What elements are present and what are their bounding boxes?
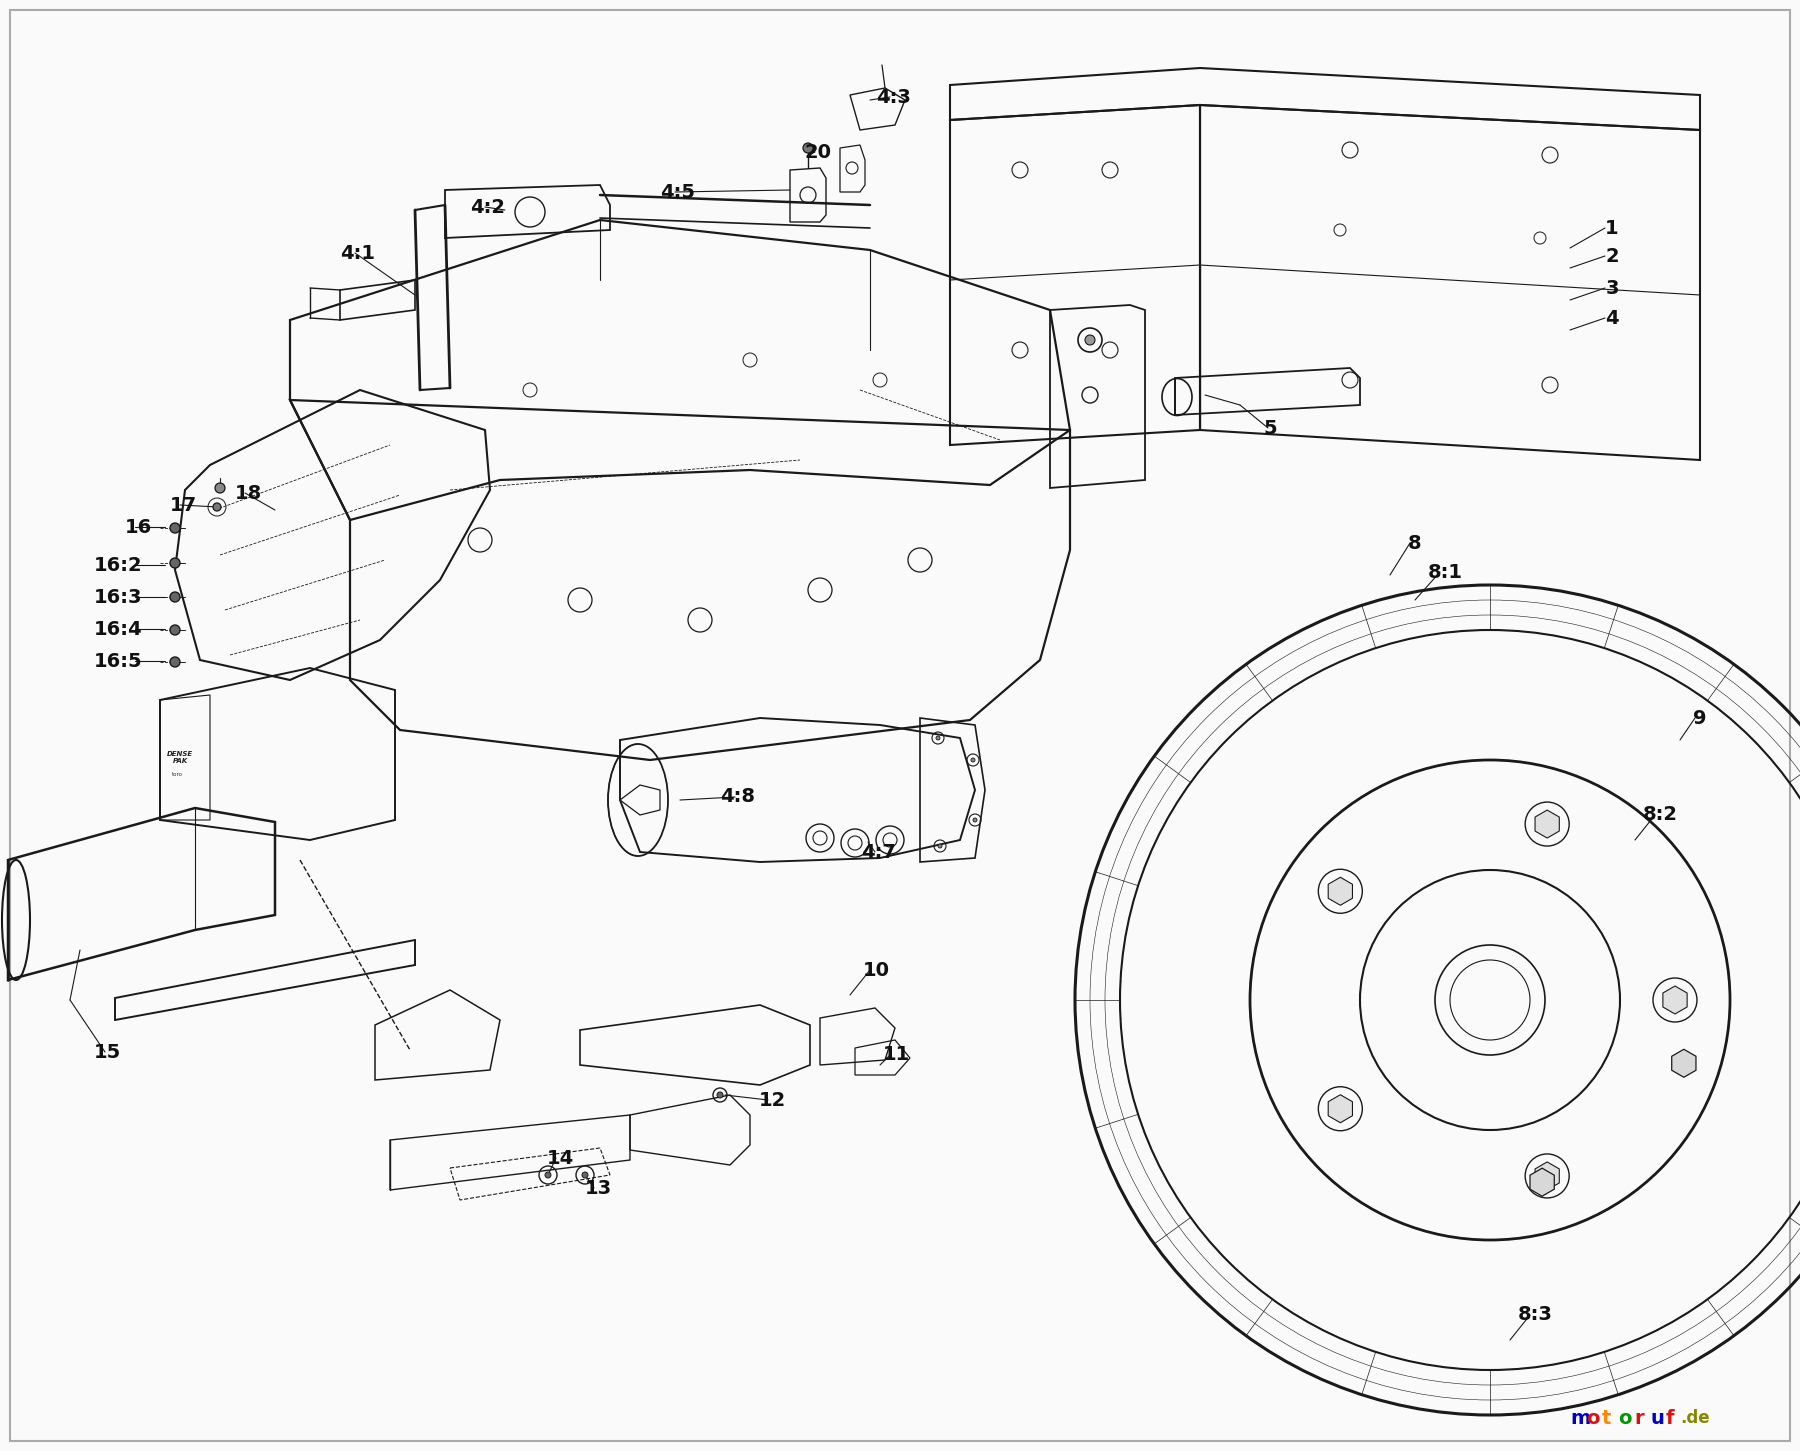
Polygon shape: [1663, 987, 1687, 1014]
Text: 3: 3: [1606, 279, 1618, 297]
Text: 8:3: 8:3: [1517, 1306, 1552, 1325]
Circle shape: [716, 1093, 724, 1098]
Text: 16:3: 16:3: [94, 588, 142, 607]
Text: 4: 4: [1606, 309, 1618, 328]
Polygon shape: [1530, 1168, 1553, 1196]
Circle shape: [938, 844, 941, 847]
Circle shape: [214, 483, 225, 493]
Polygon shape: [1535, 1162, 1559, 1190]
Circle shape: [169, 657, 180, 667]
Text: .de: .de: [1679, 1409, 1710, 1426]
Circle shape: [212, 503, 221, 511]
Polygon shape: [1328, 1094, 1352, 1123]
Text: o: o: [1618, 1409, 1631, 1428]
Text: DENSE
PAK: DENSE PAK: [167, 750, 193, 763]
Text: 17: 17: [169, 495, 196, 515]
Polygon shape: [1672, 1049, 1696, 1077]
Circle shape: [169, 559, 180, 567]
Text: m: m: [1570, 1409, 1589, 1428]
Circle shape: [1085, 335, 1094, 345]
Circle shape: [169, 592, 180, 602]
Text: 16:2: 16:2: [94, 556, 142, 575]
Text: 5: 5: [1264, 418, 1276, 438]
Text: 2: 2: [1606, 247, 1618, 266]
Text: 4:3: 4:3: [875, 87, 911, 106]
Text: 4:5: 4:5: [661, 183, 695, 202]
Text: 8:1: 8:1: [1427, 563, 1462, 582]
Text: 10: 10: [862, 961, 889, 979]
Circle shape: [169, 522, 180, 533]
Text: t: t: [1602, 1409, 1611, 1428]
Text: o: o: [1586, 1409, 1600, 1428]
Text: toro: toro: [171, 772, 182, 778]
Circle shape: [581, 1172, 589, 1178]
Text: 14: 14: [547, 1149, 574, 1168]
Text: f: f: [1667, 1409, 1674, 1428]
Text: 16:4: 16:4: [94, 620, 142, 638]
Text: 13: 13: [585, 1178, 612, 1197]
Text: 16:5: 16:5: [94, 651, 142, 670]
Text: 16: 16: [124, 518, 151, 537]
Text: 4:8: 4:8: [720, 788, 756, 807]
Circle shape: [803, 144, 814, 152]
Text: 4:1: 4:1: [340, 244, 376, 263]
Text: 1: 1: [1606, 219, 1618, 238]
Polygon shape: [1328, 878, 1352, 905]
Text: 11: 11: [882, 1046, 909, 1065]
Circle shape: [974, 818, 977, 823]
Text: 8:2: 8:2: [1642, 805, 1678, 824]
Text: 4:2: 4:2: [470, 197, 506, 216]
Text: 20: 20: [805, 142, 832, 161]
Text: 9: 9: [1694, 708, 1706, 727]
Text: 4:7: 4:7: [860, 843, 895, 862]
Text: 8: 8: [1408, 534, 1422, 553]
Circle shape: [936, 736, 940, 740]
Text: u: u: [1651, 1409, 1663, 1428]
Circle shape: [545, 1172, 551, 1178]
Text: 18: 18: [234, 483, 261, 502]
Circle shape: [970, 757, 976, 762]
Text: 12: 12: [758, 1091, 785, 1110]
Text: r: r: [1634, 1409, 1643, 1428]
Polygon shape: [1535, 810, 1559, 839]
Text: 15: 15: [94, 1042, 121, 1062]
Circle shape: [169, 625, 180, 636]
